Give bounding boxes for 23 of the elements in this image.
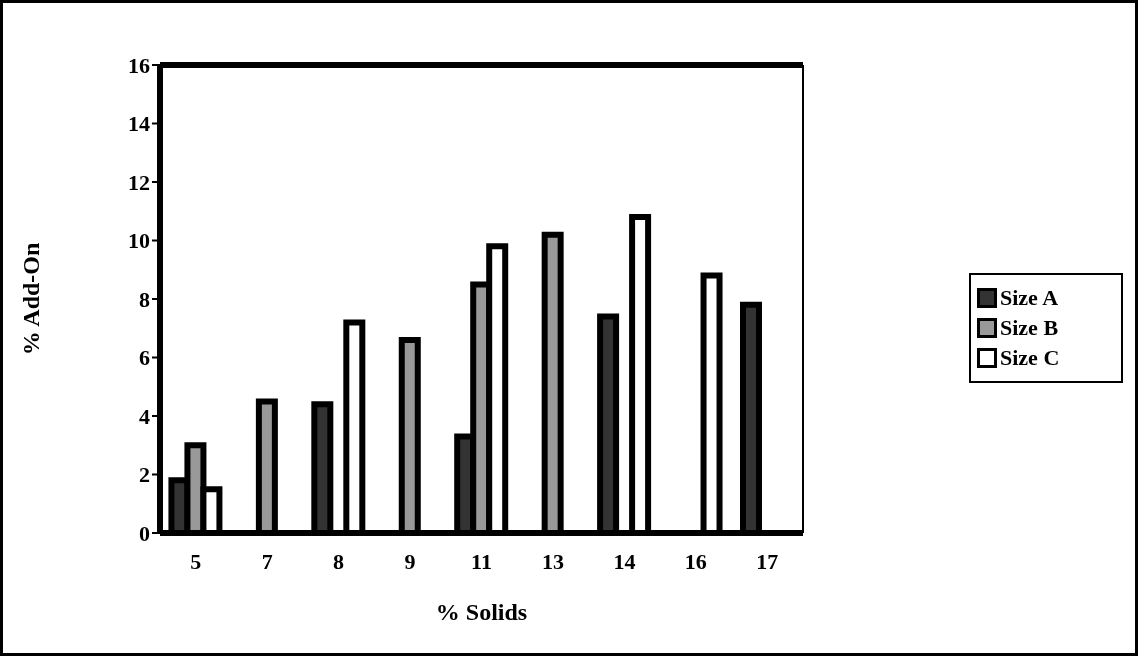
x-tick-label: 5	[190, 548, 202, 574]
x-tick-label: 13	[541, 548, 564, 574]
y-tick-label: 6	[139, 345, 150, 371]
x-tick-label: 14	[613, 548, 636, 574]
y-tick-label: 0	[139, 520, 150, 546]
y-tick-label: 8	[139, 286, 150, 312]
x-tick-label: 11	[471, 548, 492, 574]
x-tick-label: 17	[756, 548, 779, 574]
x-tick-label: 16	[684, 548, 707, 574]
x-tick-label: 7	[261, 548, 273, 574]
legend-label: Size B	[1000, 315, 1059, 341]
x-tick-label: 8	[333, 548, 345, 574]
y-tick-label: 14	[128, 111, 150, 137]
y-axis-title: % Add-On	[17, 242, 44, 356]
y-tick-label: 12	[128, 169, 150, 195]
y-tick-label: 4	[139, 403, 150, 429]
y-tick-label: 16	[128, 52, 150, 78]
x-tick-label: 9	[404, 548, 416, 574]
y-tick-label: 10	[128, 228, 150, 254]
y-tick-label: 2	[139, 462, 150, 488]
legend-label: Size C	[1000, 345, 1060, 371]
x-axis-title: % Solids	[435, 599, 528, 626]
legend-label: Size A	[1000, 285, 1059, 311]
